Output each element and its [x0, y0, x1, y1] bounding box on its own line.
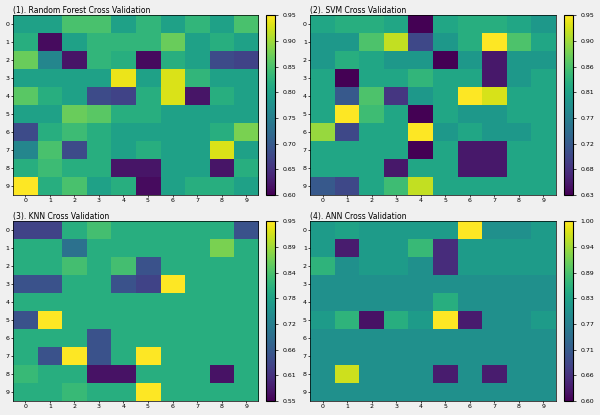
Text: (4). ANN Cross Validation: (4). ANN Cross Validation — [310, 212, 407, 221]
Text: (2). SVM Cross Validation: (2). SVM Cross Validation — [310, 5, 407, 15]
Text: (3). KNN Cross Validation: (3). KNN Cross Validation — [13, 212, 109, 221]
Text: (1). Random Forest Cross Validation: (1). Random Forest Cross Validation — [13, 5, 151, 15]
